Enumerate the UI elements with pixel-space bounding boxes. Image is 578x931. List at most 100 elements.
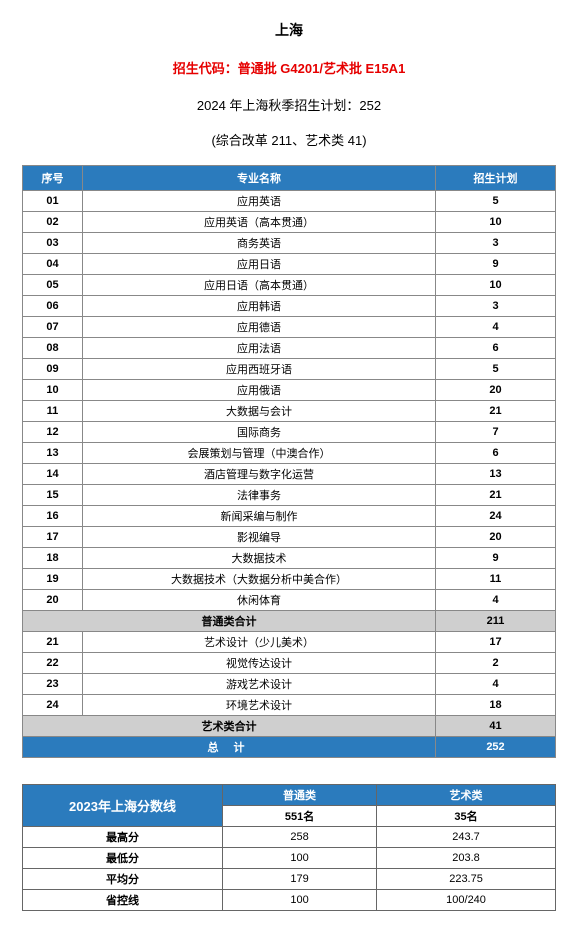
row-major: 酒店管理与数字化运营	[83, 464, 436, 485]
row-count: 3	[436, 296, 556, 317]
score-line-table: 2023年上海分数线 普通类 艺术类 551名 35名 最高分258243.7最…	[22, 784, 556, 911]
score-cat-general: 普通类	[223, 785, 377, 806]
row-count: 3	[436, 233, 556, 254]
row-major: 大数据技术（大数据分析中美合作）	[83, 569, 436, 590]
row-count: 13	[436, 464, 556, 485]
row-count: 9	[436, 254, 556, 275]
row-index: 04	[23, 254, 83, 275]
table-row: 05应用日语（高本贯通）10	[23, 275, 556, 296]
row-count: 7	[436, 422, 556, 443]
row-major: 大数据与会计	[83, 401, 436, 422]
row-index: 13	[23, 443, 83, 464]
score-label: 平均分	[23, 869, 223, 890]
table-row: 16新闻采编与制作24	[23, 506, 556, 527]
table-row: 19大数据技术（大数据分析中美合作）11	[23, 569, 556, 590]
table-row: 22视觉传达设计2	[23, 653, 556, 674]
row-index: 12	[23, 422, 83, 443]
table-row: 10应用俄语20	[23, 380, 556, 401]
row-count: 4	[436, 590, 556, 611]
row-index: 06	[23, 296, 83, 317]
row-index: 14	[23, 464, 83, 485]
score-title: 2023年上海分数线	[23, 785, 223, 827]
row-count: 6	[436, 338, 556, 359]
score-art: 223.75	[377, 869, 556, 890]
table-row: 12国际商务7	[23, 422, 556, 443]
score-row: 最高分258243.7	[23, 827, 556, 848]
row-count: 24	[436, 506, 556, 527]
row-index: 11	[23, 401, 83, 422]
table-row: 18大数据技术9	[23, 548, 556, 569]
row-major: 视觉传达设计	[83, 653, 436, 674]
row-count: 6	[436, 443, 556, 464]
score-general: 100	[223, 890, 377, 911]
table-row: 13会展策划与管理（中澳合作）6	[23, 443, 556, 464]
row-major: 应用英语	[83, 191, 436, 212]
row-major: 影视编导	[83, 527, 436, 548]
row-major: 新闻采编与制作	[83, 506, 436, 527]
row-major: 应用英语（高本贯通）	[83, 212, 436, 233]
row-count: 5	[436, 359, 556, 380]
subtotal-row: 普通类合计211	[23, 611, 556, 632]
row-major: 应用法语	[83, 338, 436, 359]
col-plan: 招生计划	[436, 166, 556, 191]
row-index: 22	[23, 653, 83, 674]
row-major: 环境艺术设计	[83, 695, 436, 716]
row-count: 17	[436, 632, 556, 653]
row-count: 21	[436, 485, 556, 506]
table-row: 14酒店管理与数字化运营13	[23, 464, 556, 485]
page-title: 上海	[22, 20, 556, 40]
row-index: 02	[23, 212, 83, 233]
table-row: 21艺术设计（少儿美术）17	[23, 632, 556, 653]
table-row: 23游戏艺术设计4	[23, 674, 556, 695]
row-count: 9	[436, 548, 556, 569]
row-index: 10	[23, 380, 83, 401]
table-row: 01应用英语5	[23, 191, 556, 212]
score-art: 243.7	[377, 827, 556, 848]
row-index: 16	[23, 506, 83, 527]
table-row: 15法律事务21	[23, 485, 556, 506]
table-row: 02应用英语（高本贯通）10	[23, 212, 556, 233]
table-row: 07应用德语4	[23, 317, 556, 338]
row-major: 应用德语	[83, 317, 436, 338]
row-count: 10	[436, 212, 556, 233]
plan-breakdown: (综合改革 211、艺术类 41)	[22, 130, 556, 149]
row-major: 国际商务	[83, 422, 436, 443]
score-general: 179	[223, 869, 377, 890]
row-count: 10	[436, 275, 556, 296]
row-index: 01	[23, 191, 83, 212]
row-label: 总 计	[23, 737, 436, 758]
row-major: 应用日语	[83, 254, 436, 275]
row-count: 211	[436, 611, 556, 632]
row-major: 休闲体育	[83, 590, 436, 611]
row-index: 15	[23, 485, 83, 506]
row-major: 应用韩语	[83, 296, 436, 317]
row-index: 17	[23, 527, 83, 548]
total-row: 总 计252	[23, 737, 556, 758]
row-major: 艺术设计（少儿美术）	[83, 632, 436, 653]
row-major: 应用西班牙语	[83, 359, 436, 380]
table-row: 06应用韩语3	[23, 296, 556, 317]
row-index: 05	[23, 275, 83, 296]
row-major: 商务英语	[83, 233, 436, 254]
table-row: 03商务英语3	[23, 233, 556, 254]
row-major: 游戏艺术设计	[83, 674, 436, 695]
score-art: 100/240	[377, 890, 556, 911]
plan-total: 2024 年上海秋季招生计划：252	[22, 95, 556, 114]
table-row: 11大数据与会计21	[23, 401, 556, 422]
row-count: 252	[436, 737, 556, 758]
score-label: 最高分	[23, 827, 223, 848]
score-rank-general: 551名	[223, 806, 377, 827]
row-count: 4	[436, 317, 556, 338]
row-index: 03	[23, 233, 83, 254]
score-general: 258	[223, 827, 377, 848]
row-label: 艺术类合计	[23, 716, 436, 737]
row-count: 18	[436, 695, 556, 716]
row-major: 法律事务	[83, 485, 436, 506]
row-count: 20	[436, 380, 556, 401]
row-major: 会展策划与管理（中澳合作）	[83, 443, 436, 464]
table-row: 17影视编导20	[23, 527, 556, 548]
row-index: 19	[23, 569, 83, 590]
score-cat-art: 艺术类	[377, 785, 556, 806]
score-row: 省控线100100/240	[23, 890, 556, 911]
row-label: 普通类合计	[23, 611, 436, 632]
